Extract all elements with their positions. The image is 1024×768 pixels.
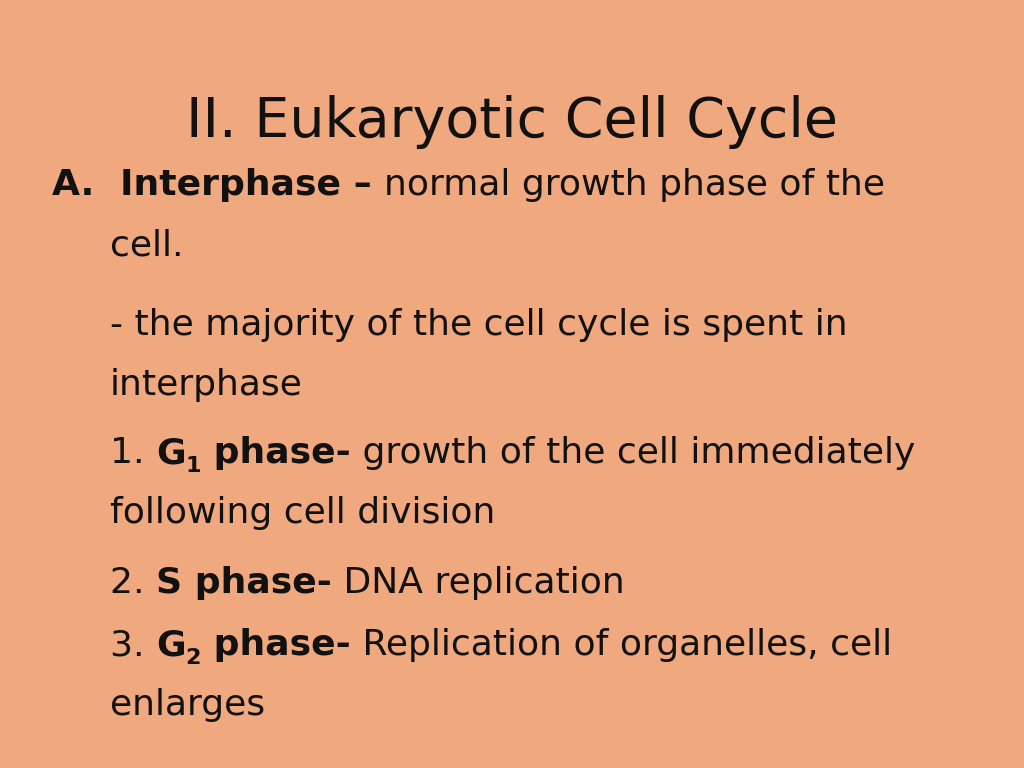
Text: S phase-: S phase- bbox=[156, 566, 332, 600]
Text: Replication of organelles, cell: Replication of organelles, cell bbox=[351, 628, 892, 662]
Text: 3.: 3. bbox=[110, 628, 156, 662]
Text: 2: 2 bbox=[185, 648, 201, 668]
Text: - the majority of the cell cycle is spent in: - the majority of the cell cycle is spen… bbox=[110, 308, 848, 342]
Text: interphase: interphase bbox=[110, 368, 303, 402]
Text: growth of the cell immediately: growth of the cell immediately bbox=[351, 436, 915, 470]
Text: A.: A. bbox=[52, 168, 120, 202]
Text: G: G bbox=[156, 628, 185, 662]
Text: enlarges: enlarges bbox=[110, 688, 265, 722]
Text: 2.: 2. bbox=[110, 566, 156, 600]
Text: DNA replication: DNA replication bbox=[332, 566, 625, 600]
Text: cell.: cell. bbox=[110, 228, 183, 262]
Text: phase-: phase- bbox=[201, 628, 351, 662]
Text: Interphase –: Interphase – bbox=[120, 168, 384, 202]
Text: normal growth phase of the: normal growth phase of the bbox=[384, 168, 885, 202]
Text: 1: 1 bbox=[185, 456, 201, 476]
Text: 1.: 1. bbox=[110, 436, 156, 470]
Text: phase-: phase- bbox=[201, 436, 351, 470]
Text: G: G bbox=[156, 436, 185, 470]
Text: II. Eukaryotic Cell Cycle: II. Eukaryotic Cell Cycle bbox=[186, 95, 838, 149]
Text: following cell division: following cell division bbox=[110, 496, 496, 530]
